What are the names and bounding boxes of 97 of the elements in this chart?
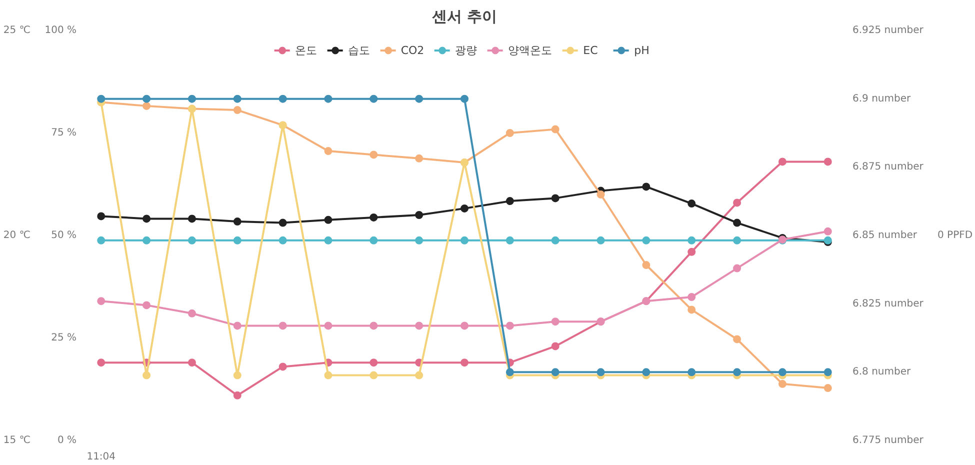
y3-tick-label: 6.925 number: [852, 25, 924, 36]
point: [324, 371, 332, 380]
legend-label: 광량: [455, 42, 478, 58]
point: [188, 358, 196, 367]
point: [233, 236, 242, 244]
point: [142, 371, 151, 380]
point: [370, 150, 378, 159]
y-tick-label: 75 %: [51, 128, 76, 138]
legend-label: EC: [583, 44, 599, 56]
legend-label: 양액온도: [508, 42, 552, 58]
y-tick-label: 0 %: [57, 435, 77, 446]
point: [278, 218, 287, 227]
point: [642, 236, 650, 244]
point: [551, 318, 560, 326]
point: [370, 322, 378, 330]
point: [596, 190, 605, 198]
point: [688, 248, 696, 256]
point: [188, 309, 196, 318]
point: [688, 200, 696, 208]
point: [97, 212, 106, 220]
point: [460, 204, 468, 212]
y2-tick-label: 15 ℃: [3, 435, 31, 446]
point: [460, 322, 468, 330]
point: [506, 197, 514, 206]
point: [733, 198, 742, 207]
y3-tick-label: 6.875 number: [852, 162, 924, 173]
legend-label: 습도: [348, 42, 370, 58]
x-tick-label: 11:04: [86, 452, 116, 462]
point: [778, 158, 786, 166]
point: [142, 102, 151, 110]
point: [733, 335, 742, 344]
point: [142, 236, 151, 244]
point: [460, 358, 468, 367]
point: [324, 322, 332, 330]
point: [370, 358, 378, 367]
point: [233, 391, 242, 400]
y-tick-label: 25 %: [51, 332, 76, 344]
point: [370, 213, 378, 222]
point: [688, 306, 696, 314]
point: [142, 301, 151, 310]
point: [142, 214, 151, 223]
point: [278, 236, 287, 244]
chart-title: 센서 추이: [432, 8, 498, 26]
y2-tick-label: 25 ℃: [3, 25, 31, 36]
point: [324, 147, 332, 156]
point: [233, 106, 242, 114]
point: [278, 362, 287, 371]
point: [97, 358, 106, 367]
point: [97, 297, 106, 306]
point: [370, 371, 378, 380]
point: [733, 218, 742, 227]
y3-tick-label: 6.775 number: [852, 435, 924, 446]
point: [596, 236, 605, 244]
y2-tick-label: 20 ℃: [3, 230, 31, 241]
point: [460, 236, 468, 244]
point: [97, 236, 106, 244]
point: [824, 384, 832, 392]
y3-tick-label: 6.85 number: [852, 230, 918, 241]
point: [233, 218, 242, 226]
y-tick-label: 100 %: [44, 25, 77, 36]
legend-label: pH: [634, 44, 650, 56]
point: [506, 236, 514, 244]
point: [824, 158, 832, 166]
point: [642, 182, 650, 191]
point: [415, 236, 424, 244]
point: [506, 129, 514, 137]
point: [733, 264, 742, 272]
point: [415, 154, 424, 162]
y3-tick-label: 6.825 number: [852, 298, 924, 310]
y3-tick-label: 6.8 number: [852, 366, 912, 378]
point: [688, 236, 696, 244]
legend-label: CO2: [400, 44, 424, 56]
point: [324, 216, 332, 224]
point: [415, 211, 424, 219]
point: [551, 236, 560, 244]
y-tick-label: 50 %: [51, 230, 76, 241]
point: [188, 214, 196, 223]
point: [551, 194, 560, 202]
point: [551, 342, 560, 350]
point: [233, 371, 242, 380]
point: [824, 227, 832, 236]
point: [278, 322, 287, 330]
point: [415, 322, 424, 330]
point: [733, 236, 742, 244]
point: [370, 236, 378, 244]
point: [415, 371, 424, 380]
point: [778, 380, 786, 388]
point: [551, 125, 560, 134]
point: [188, 236, 196, 244]
point: [324, 236, 332, 244]
point: [233, 322, 242, 330]
point: [688, 293, 696, 301]
point: [642, 261, 650, 270]
legend-label: 온도: [294, 42, 317, 58]
text: 0 PPFD: [938, 230, 973, 241]
point: [506, 322, 514, 330]
y3-tick-label: 6.9 number: [852, 93, 912, 104]
